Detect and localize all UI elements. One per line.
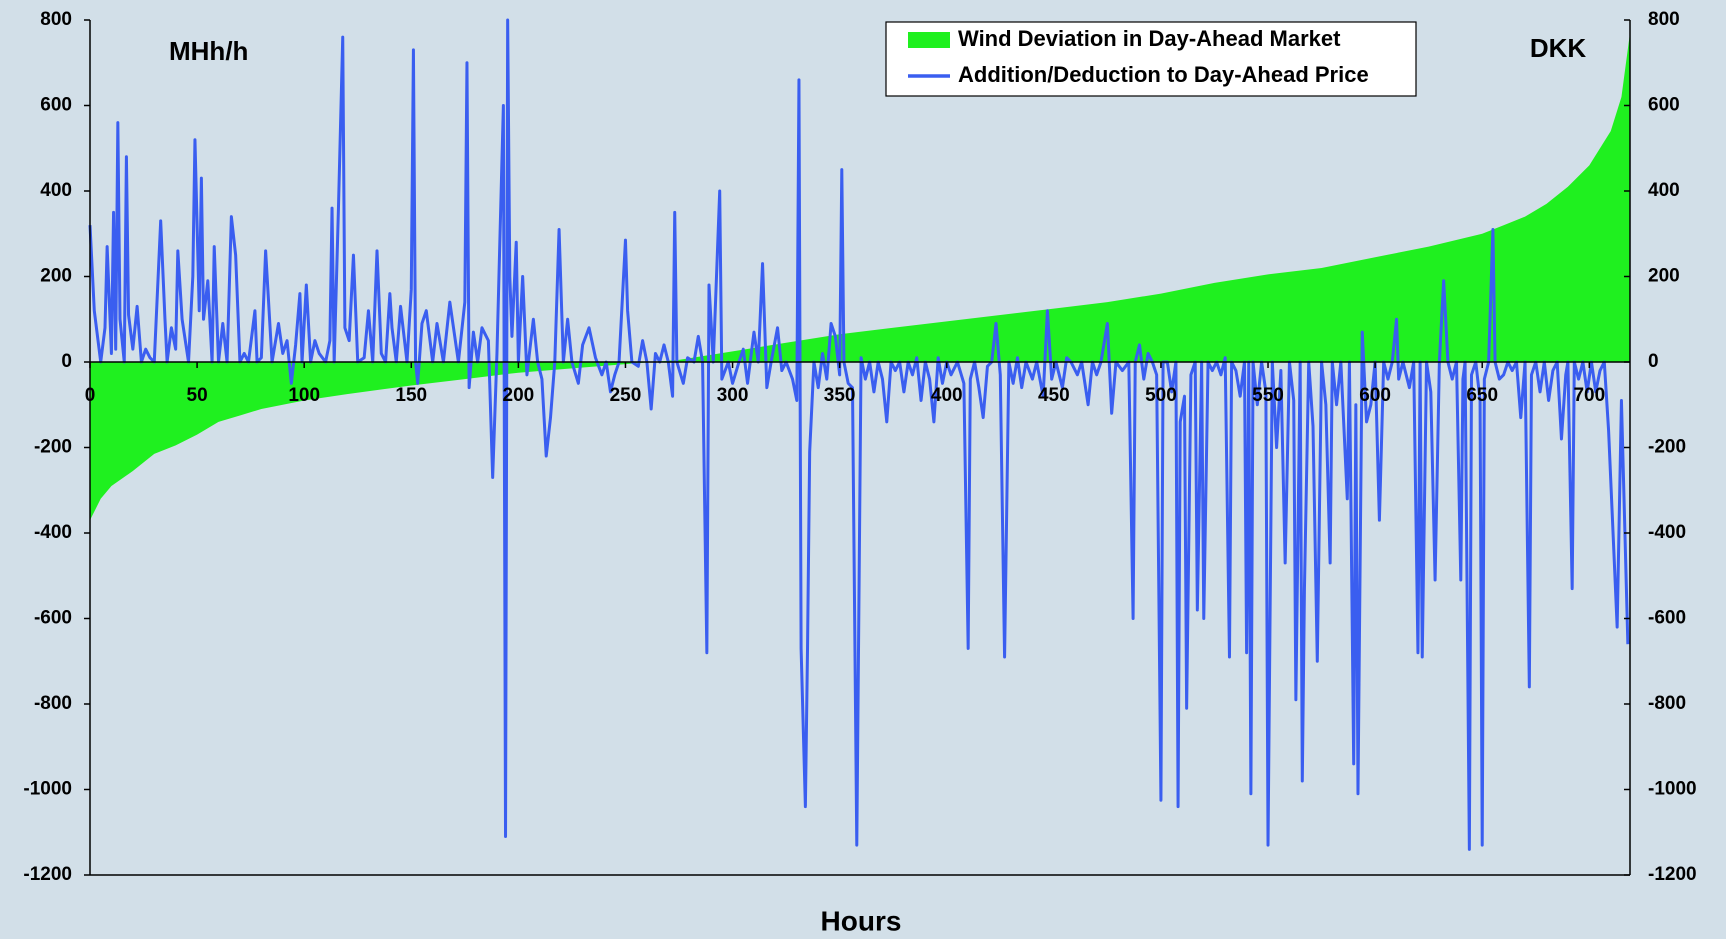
line — [88, 18, 1630, 851]
y-tick-label: -400 — [34, 522, 72, 543]
y-tick-label: 800 — [40, 9, 72, 30]
y-tick-label: 400 — [40, 180, 72, 201]
y2-tick-label: -1200 — [1648, 864, 1697, 885]
x-tick-label: 450 — [1038, 385, 1070, 406]
y2-tick-label: -400 — [1648, 522, 1686, 543]
x-tick-label: 400 — [931, 385, 963, 406]
y2-tick-label: 200 — [1648, 266, 1680, 287]
y2-tick-label: -800 — [1648, 693, 1686, 714]
y-tick-label: -600 — [34, 608, 72, 629]
y-tick-label: 0 — [61, 351, 72, 372]
x-tick-label: 50 — [187, 385, 208, 406]
y2-tick-label: 800 — [1648, 9, 1680, 30]
right-unit: DKK — [1530, 33, 1587, 63]
x-tick-label: 500 — [1145, 385, 1177, 406]
x-tick-label: 200 — [503, 385, 535, 406]
x-tick-label: 700 — [1573, 385, 1605, 406]
legend-swatch — [908, 32, 950, 48]
x-tick-label: 250 — [610, 385, 642, 406]
left-unit: MHh/h — [169, 36, 248, 66]
x-tick-label: 550 — [1252, 385, 1284, 406]
y-tick-label: 200 — [40, 266, 72, 287]
x-axis-title: Hours — [821, 905, 902, 936]
x-tick-label: 0 — [85, 385, 96, 406]
x-tick-label: 150 — [395, 385, 427, 406]
legend-label: Addition/Deduction to Day-Ahead Price — [958, 62, 1369, 87]
y2-tick-label: -200 — [1648, 437, 1686, 458]
y2-tick-label: 600 — [1648, 95, 1680, 116]
y-tick-label: 600 — [40, 95, 72, 116]
x-tick-label: 100 — [288, 385, 320, 406]
x-tick-label: 350 — [824, 385, 856, 406]
y2-tick-label: -1000 — [1648, 779, 1697, 800]
area — [90, 32, 1630, 521]
y-tick-label: -1200 — [23, 864, 72, 885]
y2-tick-label: 0 — [1648, 351, 1659, 372]
x-tick-label: 600 — [1359, 385, 1391, 406]
x-tick-label: 300 — [717, 385, 749, 406]
y2-tick-label: 400 — [1648, 180, 1680, 201]
y2-tick-label: -600 — [1648, 608, 1686, 629]
y-tick-label: -1000 — [23, 779, 72, 800]
legend-label: Wind Deviation in Day-Ahead Market — [958, 26, 1341, 51]
legend-box — [885, 21, 1417, 97]
y-tick-label: -200 — [34, 437, 72, 458]
y-tick-label: -800 — [34, 693, 72, 714]
x-tick-label: 650 — [1466, 385, 1498, 406]
